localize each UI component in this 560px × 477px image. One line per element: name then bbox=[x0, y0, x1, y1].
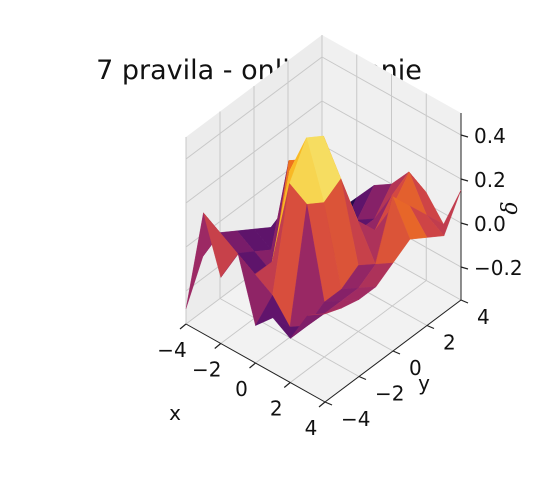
y-tick-label: 4 bbox=[477, 305, 490, 329]
tick-mark bbox=[214, 343, 222, 349]
grid-line-z-right bbox=[321, 56, 462, 136]
grid-line-z-right bbox=[321, 100, 462, 180]
tick-mark bbox=[460, 134, 469, 138]
z-tick-label: 0.4 bbox=[474, 124, 506, 148]
grid-line-z-left bbox=[185, 56, 323, 160]
tick-mark bbox=[392, 350, 401, 355]
y-tick-label: −2 bbox=[375, 382, 404, 406]
z-axis-label: δ bbox=[498, 201, 523, 214]
tick-mark bbox=[460, 222, 469, 226]
tick-mark bbox=[249, 362, 256, 369]
tick-mark bbox=[460, 299, 469, 304]
z-tick-label: −0.2 bbox=[474, 256, 523, 280]
tick-mark bbox=[179, 323, 187, 330]
x-tick-label: 4 bbox=[305, 416, 318, 440]
surface bbox=[185, 135, 462, 339]
x-tick-label: −4 bbox=[157, 338, 186, 362]
tick-mark bbox=[460, 178, 469, 182]
z-tick-label: 0.2 bbox=[474, 168, 506, 192]
x-axis-label: x bbox=[169, 401, 181, 425]
tick-mark bbox=[318, 401, 326, 408]
tick-mark bbox=[358, 375, 367, 381]
y-tick-label: −4 bbox=[341, 407, 370, 431]
x-tick-label: −2 bbox=[192, 358, 221, 382]
grid-line-z-left bbox=[185, 100, 323, 204]
y-tick-label: 2 bbox=[443, 331, 456, 355]
z-tick-label: 0.0 bbox=[474, 212, 506, 236]
x-tick-label: 2 bbox=[270, 397, 283, 421]
tick-mark bbox=[460, 266, 469, 270]
tick-mark bbox=[283, 382, 291, 388]
tick-mark bbox=[426, 324, 435, 330]
y-axis-label: y bbox=[418, 371, 430, 395]
surface-patch bbox=[307, 307, 343, 316]
tick-mark bbox=[324, 401, 333, 406]
y-tick-label: 0 bbox=[409, 356, 422, 380]
x-tick-label: 0 bbox=[235, 377, 248, 401]
